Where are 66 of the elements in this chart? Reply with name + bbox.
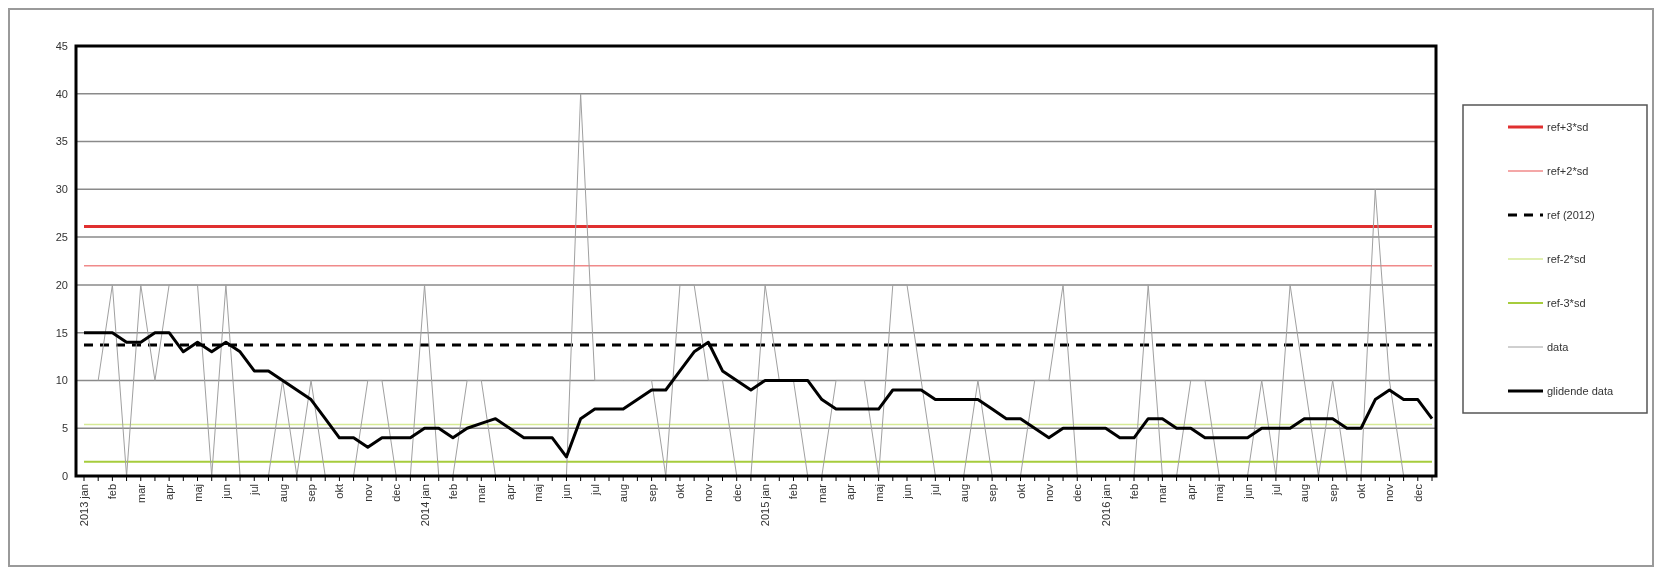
x-tick-label: nov xyxy=(1383,483,1396,502)
x-tick-label: dec xyxy=(730,483,743,502)
x-tick-label: dec xyxy=(390,483,403,502)
x-tick-label: 2013 jan xyxy=(78,484,90,527)
x-tick-label: jun xyxy=(560,484,573,500)
x-tick-label: feb xyxy=(1128,484,1141,500)
x-tick-label: maj xyxy=(1213,484,1226,502)
y-tick-label: 45 xyxy=(55,39,68,52)
x-tick-label: maj xyxy=(532,484,545,502)
x-tick-label: dec xyxy=(1071,483,1084,502)
y-tick-label: 40 xyxy=(55,87,68,100)
x-tick-label: mar xyxy=(134,483,147,503)
x-tick-label: okt xyxy=(673,484,686,499)
x-tick-label: okt xyxy=(1014,484,1027,499)
x-tick-label: sep xyxy=(645,484,658,502)
y-tick-label: 0 xyxy=(61,469,68,482)
x-tick-label: feb xyxy=(446,484,459,500)
y-tick-label: 15 xyxy=(55,326,68,339)
y-tick-label: 20 xyxy=(55,278,68,291)
y-tick-label: 5 xyxy=(61,422,68,435)
x-tick-label: okt xyxy=(1355,484,1368,499)
x-tick-label: nov xyxy=(1042,483,1055,502)
legend-label: ref (2012) xyxy=(1547,208,1595,221)
x-tick-label: jun xyxy=(900,484,913,500)
legend-label: data xyxy=(1547,340,1570,353)
x-tick-label: sep xyxy=(305,484,318,502)
legend-label: ref+3*sd xyxy=(1547,120,1589,133)
y-tick-label: 35 xyxy=(55,135,68,148)
x-tick-label: maj xyxy=(872,484,885,502)
x-tick-label: maj xyxy=(191,484,204,502)
x-tick-label: 2015 jan xyxy=(759,484,772,527)
x-tick-label: apr xyxy=(844,483,857,500)
legend-label: glidende data xyxy=(1547,384,1614,397)
x-tick-label: mar xyxy=(815,483,828,503)
y-tick-label: 30 xyxy=(55,183,68,196)
x-tick-label: 2014 jan xyxy=(418,484,431,527)
legend-label: ref+2*sd xyxy=(1547,164,1589,177)
x-tick-label: apr xyxy=(1184,483,1197,500)
x-tick-label: nov xyxy=(702,483,715,502)
x-tick-label: aug xyxy=(276,484,289,503)
x-tick-label: aug xyxy=(617,484,630,503)
x-tick-label: jul xyxy=(929,484,942,497)
x-tick-label: apr xyxy=(503,483,516,500)
x-tick-label: aug xyxy=(957,484,970,503)
x-tick-label: jun xyxy=(219,484,232,500)
y-tick-label: 10 xyxy=(55,374,68,387)
x-tick-label: jul xyxy=(1269,484,1282,497)
x-tick-label: jun xyxy=(1241,484,1254,500)
x-tick-label: mar xyxy=(475,483,488,503)
x-tick-label: feb xyxy=(106,484,119,500)
x-tick-label: jul xyxy=(588,484,601,497)
x-tick-label: apr xyxy=(163,483,176,500)
x-tick-label: dec xyxy=(1411,483,1424,502)
x-tick-label: mar xyxy=(1156,483,1169,503)
legend-label: ref-2*sd xyxy=(1547,252,1586,265)
line-series xyxy=(82,331,1434,459)
x-tick-label: aug xyxy=(1298,484,1311,503)
x-tick-label: jul xyxy=(248,484,261,497)
x-tick-label: 2016 jan xyxy=(1099,484,1112,527)
x-tick-label: feb xyxy=(787,484,800,500)
legend-label: ref-3*sd xyxy=(1547,296,1586,309)
x-tick-label: nov xyxy=(361,483,374,502)
x-tick-label: sep xyxy=(986,484,999,502)
x-tick-label: sep xyxy=(1326,484,1339,502)
x-tick-label: okt xyxy=(333,484,346,499)
y-tick-label: 25 xyxy=(55,230,68,243)
